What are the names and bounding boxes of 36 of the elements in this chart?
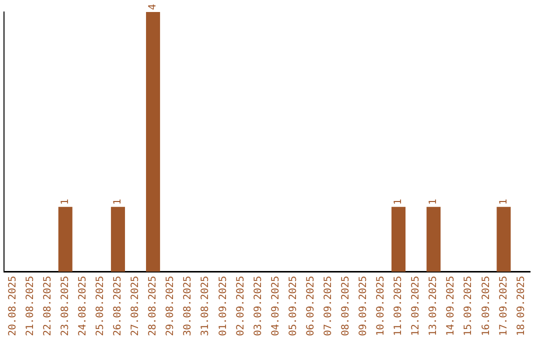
x-tick-label: 13.09.2025 (428, 276, 440, 336)
x-tick-label: 21.08.2025 (24, 276, 36, 336)
x-tick-label: 20.08.2025 (7, 276, 18, 336)
data-label: 1 (60, 198, 71, 205)
x-tick-label: 03.09.2025 (252, 276, 264, 336)
x-tick-label: 08.09.2025 (340, 276, 352, 336)
x-tick-label: 29.08.2025 (165, 276, 176, 336)
x-tick-label: 30.08.2025 (182, 276, 194, 336)
x-tick-label: 05.09.2025 (288, 276, 299, 336)
data-label: 1 (393, 198, 404, 205)
x-tick-label: 09.09.2025 (358, 276, 370, 336)
x-tick-label: 11.09.2025 (393, 276, 404, 336)
x-tick-label: 31.08.2025 (200, 276, 212, 336)
x-tick-label: 23.08.2025 (60, 276, 71, 336)
x-tick-label: 22.08.2025 (42, 276, 54, 336)
x-tick-label: 01.09.2025 (218, 276, 229, 336)
x-tick-label: 10.09.2025 (376, 276, 387, 336)
x-tick-label: 15.09.2025 (463, 276, 474, 336)
x-tick-label: 18.09.2025 (516, 276, 527, 336)
x-tick-label: 06.09.2025 (305, 276, 316, 336)
data-label: 1 (498, 198, 510, 205)
x-tick-label: 17.09.2025 (498, 276, 510, 336)
x-tick-label: 16.09.2025 (480, 276, 492, 336)
data-label: 1 (112, 198, 124, 205)
data-label: 1 (428, 198, 440, 205)
x-tick-label: 12.09.2025 (410, 276, 422, 336)
x-tick-label: 07.09.2025 (322, 276, 334, 336)
x-tick-label: 24.08.2025 (77, 276, 88, 336)
x-tick-label: 14.09.2025 (446, 276, 457, 336)
x-tick-label: 28.08.2025 (148, 276, 159, 336)
x-tick-label: 25.08.2025 (95, 276, 106, 336)
x-tick-label: 26.08.2025 (112, 276, 124, 336)
x-tick-label: 04.09.2025 (270, 276, 282, 336)
x-tick-label: 02.09.2025 (235, 276, 246, 336)
data-label: 4 (148, 4, 159, 10)
x-tick-label: 27.08.2025 (130, 276, 142, 336)
